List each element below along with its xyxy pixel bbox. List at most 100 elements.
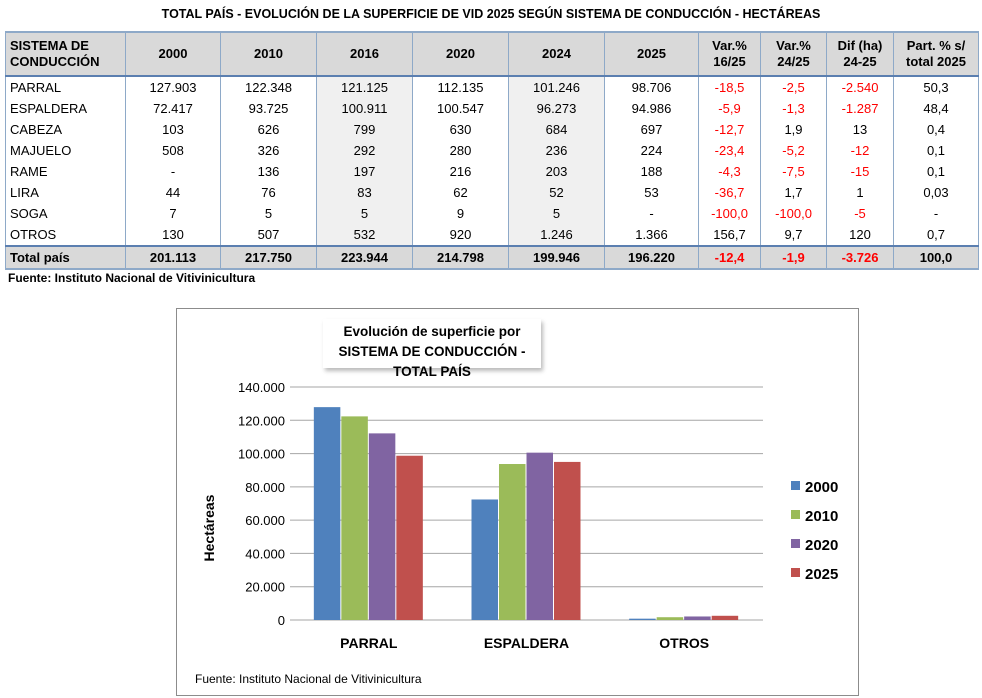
- bar-otros-2010: [656, 617, 684, 620]
- table-row: CABEZA 103 626 799 630 684 697 -12,7 1,9 13 0,4: [5, 119, 979, 140]
- header-text: 2000: [158, 46, 188, 61]
- header-text: 24/25: [777, 54, 810, 69]
- legend-swatch: [791, 568, 800, 577]
- table-cell: 44: [125, 182, 221, 203]
- table-cell: PARRAL: [5, 76, 126, 98]
- column-header: Part. % s/total 2025: [893, 31, 979, 77]
- chart-title-line-1: Evolución de superficie por: [343, 324, 521, 339]
- table-cell: 201.113: [125, 245, 221, 270]
- y-axis-label: Hectáreas: [201, 494, 217, 561]
- header-text: Dif (ha): [837, 38, 883, 53]
- table-cell: 532: [316, 224, 413, 246]
- y-tick-label: 60.000: [245, 513, 285, 528]
- y-tick-label: 0: [278, 613, 285, 628]
- table-cell: 216: [412, 161, 509, 182]
- y-tick-label: 120.000: [238, 413, 285, 428]
- table-cell: 5: [508, 203, 605, 224]
- table-cell: 94.986: [604, 98, 699, 119]
- bar-parral-2000: [313, 407, 341, 620]
- table-cell: LIRA: [5, 182, 126, 203]
- legend-label: 2020: [805, 537, 838, 554]
- bar-parral-2010: [341, 416, 368, 620]
- table-cell: 508: [125, 140, 221, 161]
- table-cell: 0,1: [893, 161, 979, 182]
- column-header: Var.% 24/25: [760, 31, 827, 77]
- table-cell: 280: [412, 140, 509, 161]
- table-cell: -3.726: [826, 245, 894, 270]
- table-cell: 203: [508, 161, 605, 182]
- table-cell: 121.125: [316, 76, 413, 98]
- table-cell: 697: [604, 119, 699, 140]
- table-source: Fuente: Instituto Nacional de Vitivinicu…: [8, 271, 256, 285]
- header-text: SISTEMA DE: [10, 38, 89, 53]
- header-text: 2025: [637, 46, 666, 61]
- header-text: total 2025: [906, 54, 966, 69]
- table-cell: 122.348: [220, 76, 317, 98]
- table-cell: 626: [220, 119, 317, 140]
- column-header: 2010: [220, 31, 317, 77]
- legend-label: 2025: [805, 566, 838, 583]
- table-cell: -15: [826, 161, 894, 182]
- chart-title-line-2: SISTEMA DE CONDUCCIÓN - TOTAL PAÍS: [338, 344, 526, 379]
- table-cell: 136: [220, 161, 317, 182]
- table-row: OTROS 130 507 532 920 1.246 1.366 156,7 9,7 120 0,…: [5, 224, 979, 246]
- table-row: LIRA 44 76 83 62 52 53 -36,7 1,7 1 0,03: [5, 182, 979, 203]
- table-cell: 0,03: [893, 182, 979, 203]
- y-tick-label: 20.000: [245, 580, 285, 595]
- column-header: 2025: [604, 31, 699, 77]
- x-tick-label: ESPALDERA: [484, 635, 569, 651]
- table-cell: 214.798: [412, 245, 509, 270]
- bar-espaldera-2000: [471, 499, 498, 620]
- bar-espaldera-2010: [499, 464, 526, 620]
- table-cell: 188: [604, 161, 699, 182]
- table-cell: 799: [316, 119, 413, 140]
- table-cell: 1,7: [760, 182, 827, 203]
- table-cell: 130: [125, 224, 221, 246]
- table-cell: -4,3: [698, 161, 761, 182]
- superficie-table: SISTEMA DE CONDUCCIÓN 2000 2010 2016 2020 2024…: [5, 31, 979, 270]
- table-cell: 13: [826, 119, 894, 140]
- table-cell: ESPALDERA: [5, 98, 126, 119]
- table-cell: 52: [508, 182, 605, 203]
- bar-parral-2025: [396, 455, 423, 620]
- table-row: PARRAL 127.903 122.348 121.125 112.135 101.24…: [5, 76, 979, 98]
- table-row: RAME -136 197 216 203 188 -4,3 -7,5 -15 0,1: [5, 161, 979, 182]
- bar-otros-2000: [629, 618, 656, 620]
- header-text: 2010: [254, 46, 283, 61]
- bar-espaldera-2020: [526, 452, 553, 620]
- header-text: 24-25: [843, 54, 877, 69]
- header-text: Var.%: [776, 38, 811, 53]
- column-header: Var.% 16/25: [698, 31, 761, 77]
- header-text: 2016: [350, 46, 379, 61]
- header-text: CONDUCCIÓN: [10, 54, 100, 69]
- table-cell: -5,2: [760, 140, 827, 161]
- column-header: 2020: [412, 31, 509, 77]
- table-cell: 684: [508, 119, 605, 140]
- header-text: 2024: [542, 46, 571, 61]
- legend-label: 2000: [805, 479, 838, 496]
- column-header: 2000: [125, 31, 221, 77]
- table-header-row: SISTEMA DE CONDUCCIÓN 2000 2010 2016 2020 2024…: [5, 31, 979, 77]
- table-cell: 236: [508, 140, 605, 161]
- table-cell: RAME: [5, 161, 126, 182]
- total-row: Total país 201.113 217.750 223.944 214.798 19…: [5, 245, 979, 270]
- table-cell: -5,9: [698, 98, 761, 119]
- table-cell: -: [893, 203, 979, 224]
- y-tick-label: 140.000: [238, 380, 285, 395]
- table-cell: 100,0: [893, 245, 979, 270]
- legend-swatch: [791, 481, 800, 490]
- column-header: Dif (ha) 24-25: [826, 31, 894, 77]
- column-header: 2016: [316, 31, 413, 77]
- chart-frame: [176, 308, 859, 696]
- table-cell: 217.750: [220, 245, 317, 270]
- header-text: 16/25: [713, 54, 746, 69]
- table-cell: 83: [316, 182, 413, 203]
- table-cell: 127.903: [125, 76, 221, 98]
- table-cell: 5: [316, 203, 413, 224]
- table-cell: -2,5: [760, 76, 827, 98]
- column-header: 2024: [508, 31, 605, 77]
- y-tick-label: 40.000: [245, 546, 285, 561]
- table-cell: 100.911: [316, 98, 413, 119]
- table-cell: -12,7: [698, 119, 761, 140]
